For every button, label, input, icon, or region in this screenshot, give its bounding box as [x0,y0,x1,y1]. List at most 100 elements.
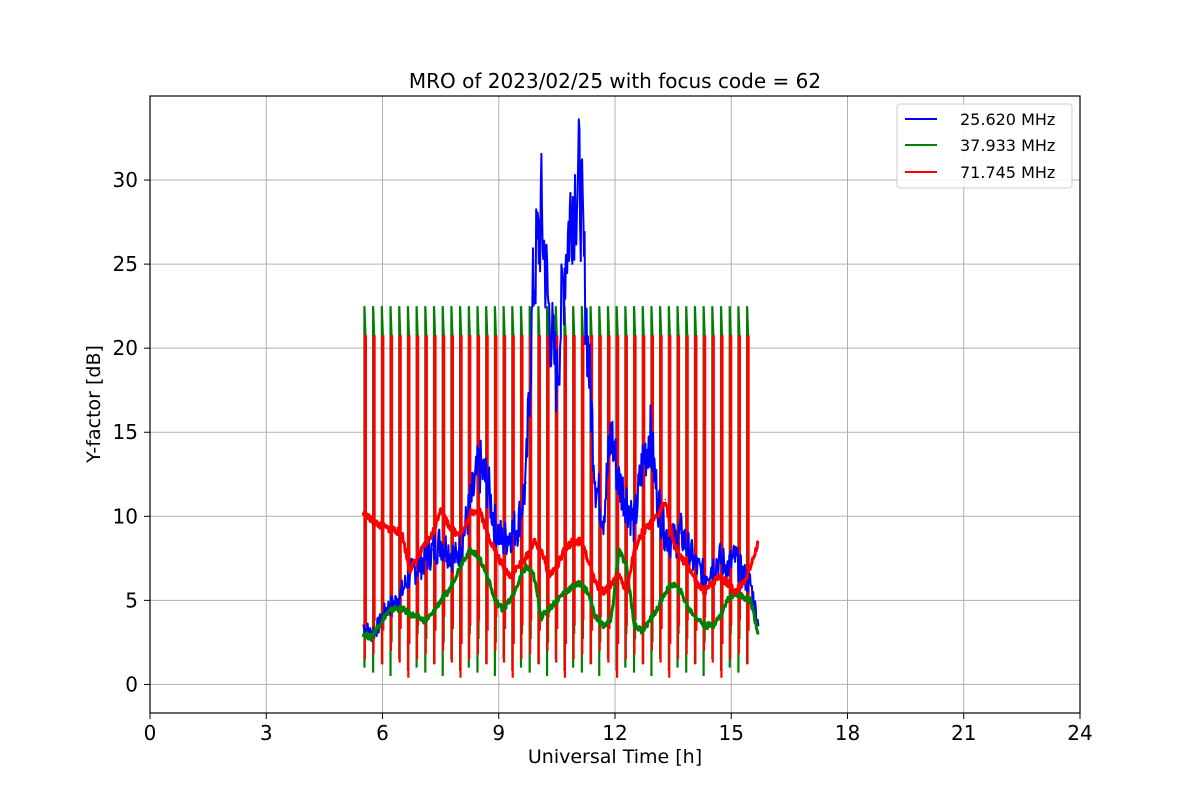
y-tick-label: 0 [125,672,138,696]
data-point [501,607,504,610]
x-tick-label: 15 [719,721,744,745]
data-point [602,515,605,518]
data-point [563,549,566,551]
data-point [432,613,434,615]
data-point [610,431,612,434]
data-point [432,549,434,551]
x-axis-label: Universal Time [h] [528,746,702,768]
data-point [641,465,643,467]
data-point [362,512,364,514]
data-point [594,616,597,618]
data-point [470,549,473,551]
data-point [633,523,636,526]
data-point [664,532,667,534]
y-axis-ticks: 0 5 10 15 20 25 30 [113,168,150,696]
data-point [517,582,519,585]
data-point [703,624,705,627]
data-point [416,565,419,568]
data-point [486,532,488,534]
data-point [594,582,597,585]
data-point [486,574,488,576]
data-point [548,574,550,576]
data-point [664,591,667,593]
data-point [447,549,450,551]
data-point [571,540,574,543]
data-point [641,532,643,534]
data-point [377,523,380,526]
data-point [749,599,752,602]
y-tick-label: 5 [125,588,138,612]
data-point [494,523,496,526]
data-point [602,591,605,593]
y-tick-label: 15 [113,420,138,444]
data-point [408,574,411,576]
data-point [680,557,682,560]
data-point [680,591,682,593]
data-point [742,596,744,598]
data-point [680,532,682,534]
data-point [401,591,403,593]
data-point [587,591,589,593]
data-point [726,582,729,585]
data-point [478,465,481,467]
red-spikes [363,335,750,678]
data-point [540,212,543,215]
data-point [548,313,550,316]
data-point [641,629,643,632]
data-point [687,565,690,568]
data-point [742,582,744,585]
data-point [494,599,496,602]
data-point [393,607,395,610]
data-point [687,607,690,610]
data-point [610,582,612,585]
data-point [455,557,457,560]
data-point [656,607,659,610]
data-point [463,528,465,531]
data-point [625,565,628,568]
data-point [749,582,752,585]
data-point [656,515,659,518]
data-point [432,532,434,534]
x-tick-label: 21 [951,721,976,745]
data-point [455,574,457,576]
data-point [633,624,636,627]
data-point [540,549,543,551]
data-point [525,565,527,568]
data-point [625,498,628,501]
y-tick-label: 25 [113,252,138,276]
data-point [672,540,674,543]
data-point [711,624,713,627]
data-point [362,633,364,635]
data-point [742,574,744,576]
data-point [556,599,558,602]
data-point [649,523,651,526]
data-point [525,557,527,560]
data-point [416,557,419,560]
data-point [525,481,527,484]
series-line [362,118,760,643]
data-point [649,431,651,434]
data-point [625,591,628,593]
data-point [757,633,760,635]
data-point [532,280,535,282]
data-point [711,565,713,568]
data-point [711,582,713,585]
data-point [478,557,481,560]
data-point [587,557,589,560]
data-point [571,586,574,588]
data-point [370,518,372,521]
green-spikes [363,306,750,677]
data-point [618,574,620,576]
chart-title: MRO of 2023/02/25 with focus code = 62 [409,69,821,93]
data-point [579,179,581,181]
data-point [726,565,729,568]
series-line [361,547,760,642]
legend-entry: 25.620 MHz [960,110,1055,129]
data-point [447,591,450,593]
data-point [540,616,543,618]
data-point [463,557,465,560]
data-point [470,512,473,514]
data-point [734,591,736,593]
x-tick-label: 18 [835,721,860,745]
